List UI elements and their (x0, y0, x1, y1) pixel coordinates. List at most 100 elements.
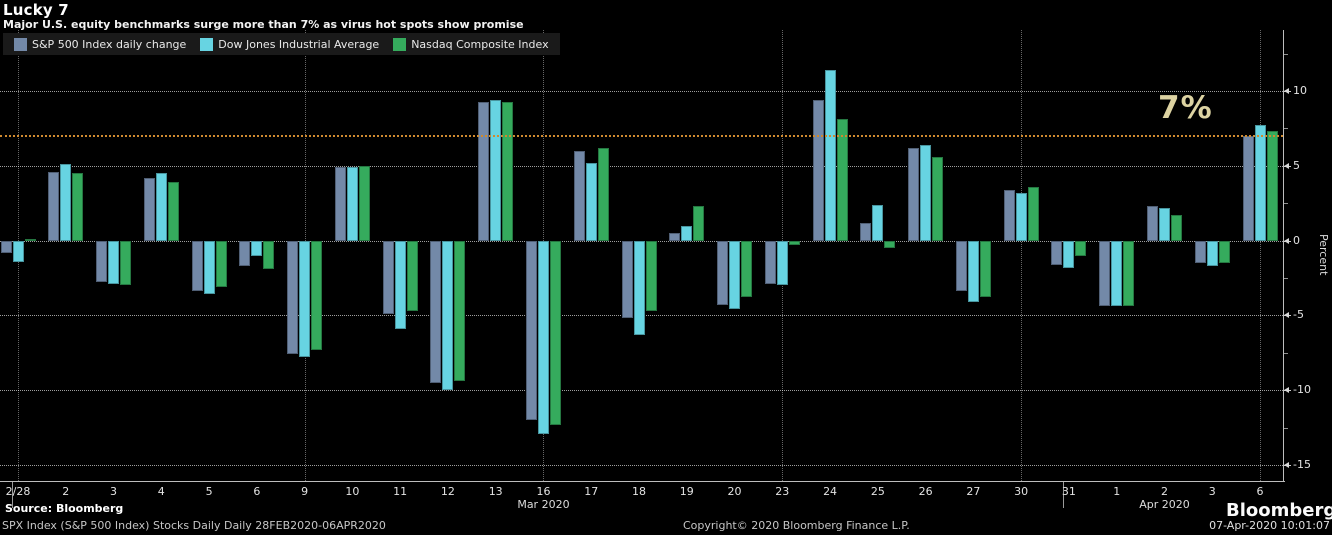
y-minor-tick (1284, 278, 1288, 279)
bar (693, 206, 705, 241)
y-tick-arrow-icon (1284, 237, 1289, 244)
x-tick-label: 12 (440, 485, 455, 498)
y-tick-label: 10 (1293, 84, 1307, 98)
x-tick-label: 5 (205, 485, 213, 498)
bar (430, 240, 442, 383)
bar (96, 240, 108, 283)
bar (263, 240, 275, 270)
bar (525, 240, 537, 421)
source-text: Source: Bloomberg (5, 502, 124, 515)
y-tick-label: -5 (1293, 308, 1304, 322)
x-tick-label: 3 (110, 485, 118, 498)
bar (872, 204, 884, 241)
legend-swatch-icon (200, 37, 214, 51)
y-gridline (0, 390, 1283, 392)
y-minor-tick (1284, 427, 1288, 429)
bar (48, 171, 60, 241)
bar (478, 101, 490, 241)
x-tick-label: 27 (966, 485, 981, 498)
bar (502, 101, 514, 241)
bar (1170, 215, 1182, 241)
bar (1051, 240, 1063, 265)
bar (167, 182, 179, 241)
x-tick-label: 26 (918, 485, 933, 498)
bar (60, 164, 72, 241)
bar (764, 240, 776, 284)
legend-item[interactable]: S&P 500 Index daily change (14, 37, 187, 51)
bar (1123, 240, 1135, 307)
bar (884, 240, 896, 249)
y-tick-label: 0 (1293, 233, 1300, 247)
bar (299, 240, 311, 358)
x-month-label: Mar 2020 (517, 498, 570, 511)
bar (334, 167, 346, 241)
bar (1266, 131, 1278, 241)
bar (537, 240, 549, 434)
x-tick-label: 25 (870, 485, 885, 498)
bar (1158, 207, 1170, 241)
bar (442, 240, 454, 391)
threshold-line (0, 134, 1283, 137)
legend-swatch-icon (393, 37, 407, 51)
bar (1099, 240, 1111, 307)
bar (549, 240, 561, 425)
x-tick-label: 20 (727, 485, 742, 498)
y-tick-arrow-icon (1284, 461, 1289, 468)
legend-label: Nasdaq Composite Index (411, 37, 549, 51)
bar (1206, 240, 1218, 267)
threshold-annotation: 7% (1158, 90, 1213, 126)
bar (645, 240, 657, 311)
x-tick-label: 17 (584, 485, 599, 498)
bar (311, 240, 323, 350)
bloomberg-wordmark: Bloomberg (1226, 500, 1332, 521)
y-tick-arrow-icon (1284, 312, 1289, 319)
x-tick-label: 1 (1113, 485, 1121, 498)
bar (776, 240, 788, 286)
y-gridline (0, 165, 1283, 167)
bar (287, 240, 299, 355)
bar (741, 240, 753, 298)
bar (155, 173, 167, 241)
bar (12, 240, 24, 262)
bar (920, 144, 932, 241)
x-tick-label: 6 (1256, 485, 1264, 498)
bar (1063, 240, 1075, 268)
y-axis-title: Percent (1317, 234, 1330, 276)
bar (108, 240, 120, 284)
month-separator (1062, 482, 1064, 508)
bar (633, 240, 645, 335)
bar (346, 167, 358, 241)
bar (72, 173, 84, 241)
bar (812, 100, 824, 241)
x-axis-line (0, 481, 1285, 482)
x-tick-label: 13 (488, 485, 503, 498)
month-separator (12, 482, 13, 508)
bar (24, 239, 36, 242)
bar (585, 162, 597, 241)
y-gridline (0, 464, 1283, 466)
bar (1218, 240, 1230, 264)
bar (979, 240, 991, 298)
bar (597, 147, 609, 241)
legend-label: Dow Jones Industrial Average (218, 37, 380, 51)
bar (669, 233, 681, 241)
bar (1194, 240, 1206, 264)
x-tick-label: 9 (301, 485, 309, 498)
legend-item[interactable]: Nasdaq Composite Index (393, 37, 549, 51)
bar (836, 119, 848, 241)
bar (251, 240, 263, 256)
bar (490, 100, 502, 241)
source-detail-text: SPX Index (S&P 500 Index) Stocks Daily D… (2, 519, 386, 532)
legend-item[interactable]: Dow Jones Industrial Average (200, 37, 380, 51)
x-tick-label: 10 (345, 485, 360, 498)
chart-subtitle: Major U.S. equity benchmarks surge more … (3, 18, 524, 31)
bar (1015, 192, 1027, 241)
bar (0, 240, 12, 253)
bar (143, 177, 155, 241)
legend-swatch-icon (14, 37, 27, 51)
bar (382, 240, 394, 314)
legend-label: S&P 500 Index daily change (32, 37, 187, 51)
bar (1075, 240, 1087, 256)
week-gridline (1021, 30, 1023, 481)
